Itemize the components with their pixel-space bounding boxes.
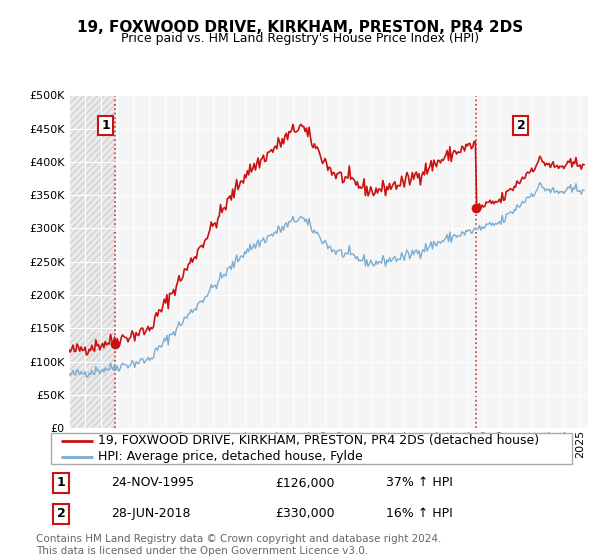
Text: HPI: Average price, detached house, Fylde: HPI: Average price, detached house, Fyld…: [98, 450, 363, 463]
Text: 16% ↑ HPI: 16% ↑ HPI: [386, 507, 452, 520]
Text: £330,000: £330,000: [275, 507, 335, 520]
Text: 19, FOXWOOD DRIVE, KIRKHAM, PRESTON, PR4 2DS: 19, FOXWOOD DRIVE, KIRKHAM, PRESTON, PR4…: [77, 20, 523, 35]
Text: Contains HM Land Registry data © Crown copyright and database right 2024.
This d: Contains HM Land Registry data © Crown c…: [36, 534, 442, 556]
Text: 28-JUN-2018: 28-JUN-2018: [112, 507, 191, 520]
Text: 1: 1: [57, 477, 65, 489]
Text: 2: 2: [57, 507, 65, 520]
Text: 24-NOV-1995: 24-NOV-1995: [112, 477, 194, 489]
Text: 2: 2: [517, 119, 526, 132]
Text: 1: 1: [101, 119, 110, 132]
FancyBboxPatch shape: [50, 433, 572, 464]
Text: 19, FOXWOOD DRIVE, KIRKHAM, PRESTON, PR4 2DS (detached house): 19, FOXWOOD DRIVE, KIRKHAM, PRESTON, PR4…: [98, 434, 539, 447]
Text: Price paid vs. HM Land Registry's House Price Index (HPI): Price paid vs. HM Land Registry's House …: [121, 32, 479, 45]
Text: £126,000: £126,000: [275, 477, 335, 489]
Text: 37% ↑ HPI: 37% ↑ HPI: [386, 477, 453, 489]
